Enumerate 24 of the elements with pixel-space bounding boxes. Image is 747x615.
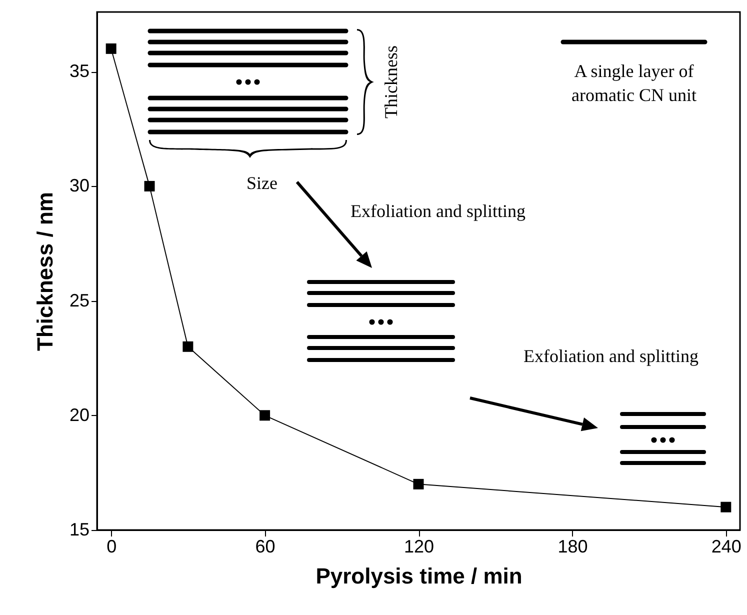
x-tick-label: 240 (711, 536, 742, 556)
annotation: aromatic CN unit (572, 85, 696, 105)
annotation: Thickness (381, 46, 401, 118)
x-axis-title: Pyrolysis time / min (316, 564, 522, 588)
y-tick-label: 15 (69, 520, 90, 540)
annotation: Exfoliation and splitting (524, 346, 698, 366)
point (106, 43, 116, 54)
annotation: Exfoliation and splitting (350, 201, 526, 221)
y-tick-label: 30 (69, 176, 90, 196)
annotation: A single layer of (574, 61, 694, 81)
point (182, 341, 194, 352)
point (144, 180, 155, 192)
x-tick-label: 0 (106, 536, 117, 556)
point (260, 410, 270, 421)
y-tick-label: 25 (69, 290, 90, 310)
x-tick-label: 180 (558, 536, 588, 556)
y-tick-label: 20 (69, 404, 90, 425)
x-tick-label: 120 (404, 536, 434, 556)
y-axis-title: Thickness / nm (32, 192, 58, 351)
x-tick-label: 60 (255, 536, 276, 556)
point (720, 502, 732, 512)
point (413, 478, 424, 490)
y-tick-label: 35 (69, 61, 90, 82)
annotation: Size (246, 173, 278, 193)
